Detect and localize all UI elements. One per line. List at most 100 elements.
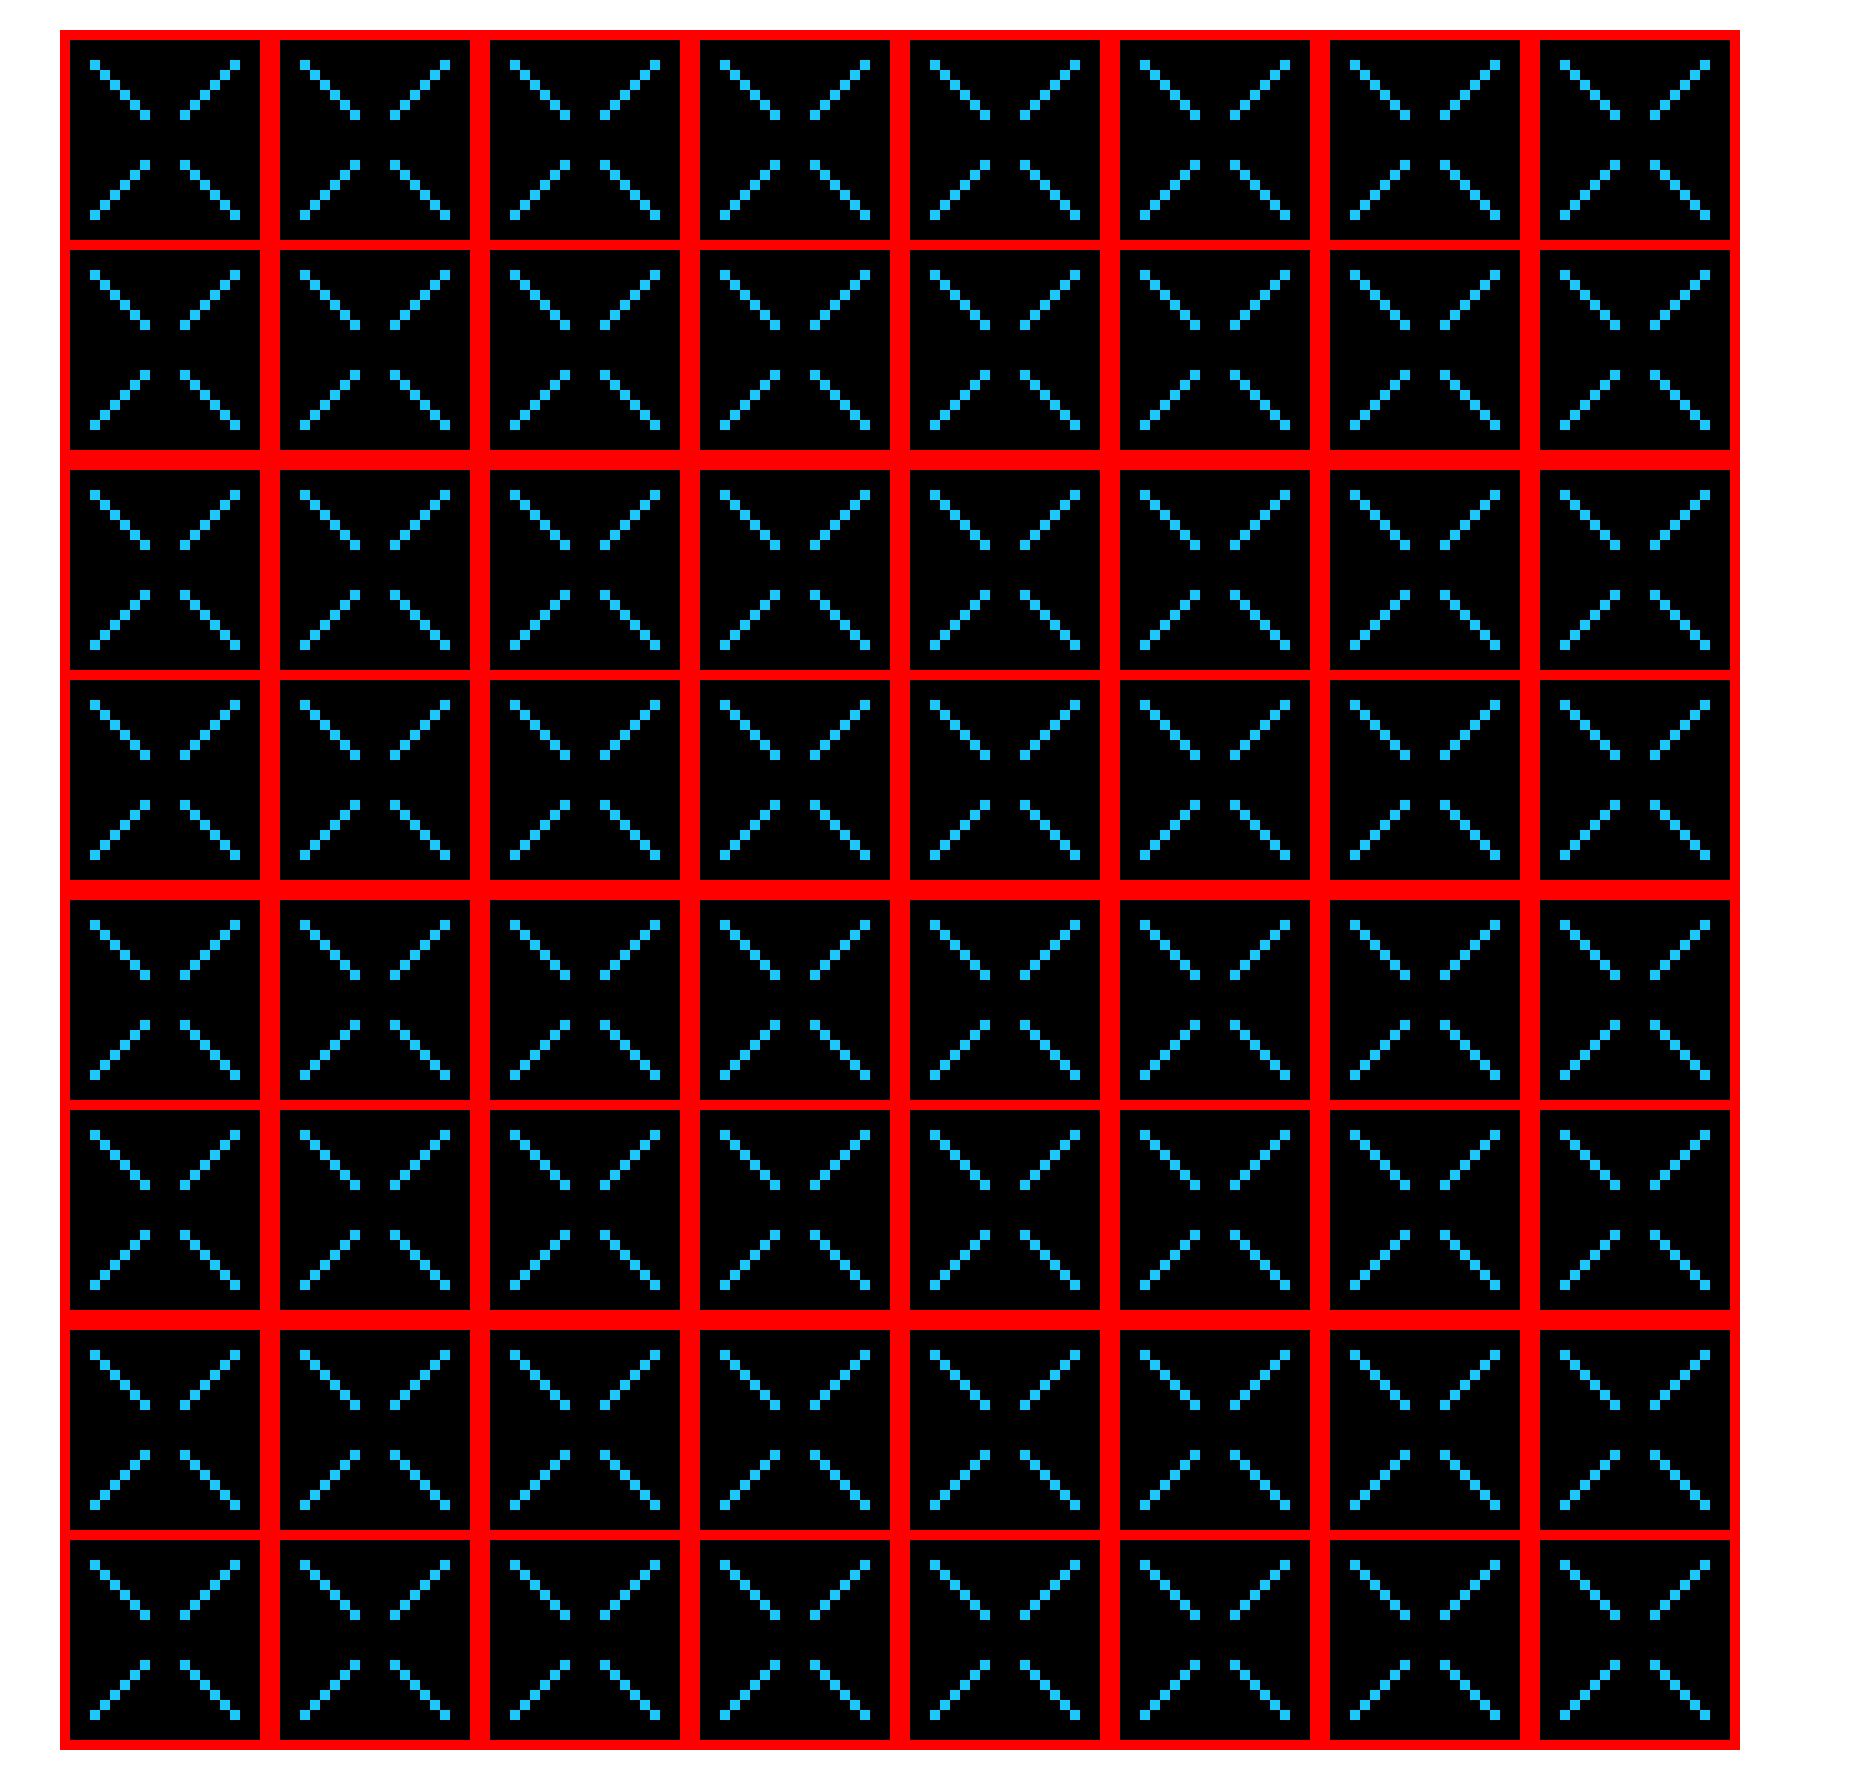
pixel xyxy=(560,160,570,170)
pixel xyxy=(860,1130,870,1140)
x-cross-icon xyxy=(490,680,680,880)
pixel xyxy=(810,590,820,600)
pixel xyxy=(1650,320,1660,330)
pixel xyxy=(220,70,230,80)
pixel xyxy=(100,1060,110,1070)
pixel xyxy=(1150,1570,1160,1580)
pixel xyxy=(640,1700,650,1710)
pixel xyxy=(1590,610,1600,620)
pixel xyxy=(940,70,950,80)
pixel xyxy=(1460,520,1470,530)
pixel xyxy=(1460,1590,1470,1600)
pixel xyxy=(960,300,970,310)
pixel xyxy=(1580,620,1590,630)
pixel xyxy=(840,190,850,200)
pixel xyxy=(1270,1490,1280,1500)
pixel xyxy=(650,490,660,500)
pixel xyxy=(1560,640,1570,650)
pixel xyxy=(1390,100,1400,110)
pixel xyxy=(1360,1140,1370,1150)
x-cross-icon xyxy=(700,1540,890,1740)
pixel xyxy=(1460,1470,1470,1480)
x-cross-icon xyxy=(1540,1330,1730,1530)
pixel xyxy=(410,1380,420,1390)
pixel xyxy=(340,810,350,820)
pixel xyxy=(810,1450,820,1460)
pixel xyxy=(1020,1230,1030,1240)
pixel xyxy=(430,840,440,850)
pixel xyxy=(90,1710,100,1720)
pixel xyxy=(1240,740,1250,750)
x-cross-icon xyxy=(910,1110,1100,1310)
pixel xyxy=(1400,750,1410,760)
pixel xyxy=(220,1270,230,1280)
pixel xyxy=(1480,930,1490,940)
pixel xyxy=(1690,410,1700,420)
pixel xyxy=(1590,520,1600,530)
pixel xyxy=(1680,1690,1690,1700)
pixel xyxy=(1600,740,1610,750)
pixel xyxy=(1600,380,1610,390)
pixel xyxy=(610,170,620,180)
pixel xyxy=(1250,520,1260,530)
pixel xyxy=(930,1130,940,1140)
pixel xyxy=(1190,110,1200,120)
pixel xyxy=(390,1610,400,1620)
x-cross-icon xyxy=(490,40,680,240)
x-cross-icon xyxy=(700,40,890,240)
pixel xyxy=(1590,1040,1600,1050)
pixel xyxy=(230,700,240,710)
x-cross-icon xyxy=(1330,40,1520,240)
pixel xyxy=(1610,970,1620,980)
pixel xyxy=(1470,830,1480,840)
pixel xyxy=(1600,1600,1610,1610)
pixel xyxy=(520,840,530,850)
pixel xyxy=(1020,1660,1030,1670)
pixel xyxy=(1140,850,1150,860)
x-cross-icon xyxy=(280,250,470,450)
pixel xyxy=(510,210,520,220)
pixel xyxy=(400,1600,410,1610)
pixel xyxy=(90,640,100,650)
pixel xyxy=(430,1700,440,1710)
pixel xyxy=(340,530,350,540)
pixel xyxy=(320,1480,330,1490)
pixel xyxy=(410,520,420,530)
pixel xyxy=(1270,200,1280,210)
pixel xyxy=(1580,80,1590,90)
pixel xyxy=(830,90,840,100)
pixel xyxy=(350,1180,360,1190)
pixel xyxy=(930,1350,940,1360)
pixel xyxy=(1490,1280,1500,1290)
pixel xyxy=(110,190,120,200)
pixel xyxy=(860,920,870,930)
pixel xyxy=(1690,840,1700,850)
pixel xyxy=(130,600,140,610)
pixel xyxy=(1360,1060,1370,1070)
pixel xyxy=(940,1360,950,1370)
pixel xyxy=(1060,710,1070,720)
pixel xyxy=(1160,830,1170,840)
x-cross-icon xyxy=(1330,470,1520,670)
pixel xyxy=(1440,320,1450,330)
pixel xyxy=(1380,1590,1390,1600)
pixel xyxy=(750,1040,760,1050)
pixel xyxy=(510,850,520,860)
pixel xyxy=(300,700,310,710)
pixel xyxy=(530,290,540,300)
pixel xyxy=(560,320,570,330)
tile-r1-c1 xyxy=(70,40,260,240)
pixel xyxy=(1470,620,1480,630)
pixel xyxy=(1440,800,1450,810)
pixel xyxy=(430,200,440,210)
pixel xyxy=(1280,1560,1290,1570)
pixel xyxy=(1360,930,1370,940)
pixel xyxy=(1440,1660,1450,1670)
pixel xyxy=(1070,850,1080,860)
pixel xyxy=(840,1260,850,1270)
pixel xyxy=(940,840,950,850)
pixel xyxy=(130,1170,140,1180)
pixel xyxy=(640,840,650,850)
pixel xyxy=(1260,510,1270,520)
pixel xyxy=(1070,640,1080,650)
